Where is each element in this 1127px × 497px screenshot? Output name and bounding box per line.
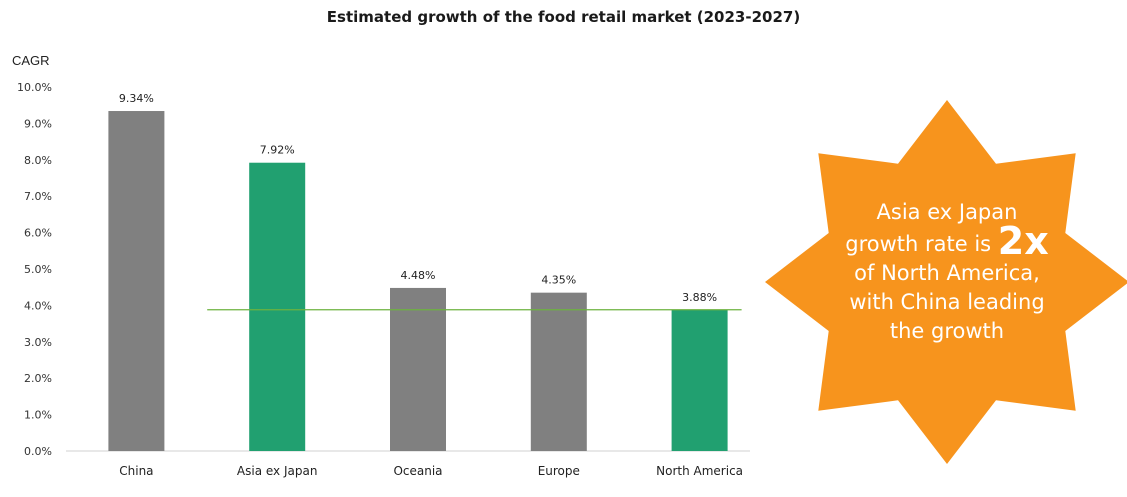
callout-line-3: of North America,	[854, 261, 1040, 285]
y-tick-label: 3.0%	[24, 336, 52, 349]
bar-chart: 0.0% 1.0% 2.0% 3.0% 4.0% 5.0% 6.0% 7.0% 8.0% 9.0%…	[17, 81, 750, 478]
callout-starburst: Asia ex Japan growth rate is 2x of North…	[762, 98, 1127, 466]
data-label: 9.34%	[119, 92, 154, 105]
bar	[530, 292, 587, 451]
y-tick-label: 10.0%	[17, 81, 52, 94]
callout-line-1: Asia ex Japan	[876, 200, 1018, 224]
data-label: 4.48%	[401, 269, 436, 282]
y-tick-label: 6.0%	[24, 227, 52, 240]
bar	[671, 309, 728, 451]
category-label: Europe	[538, 464, 580, 478]
starburst-shape	[765, 100, 1127, 464]
data-label: 4.35%	[541, 274, 576, 287]
category-labels: China Asia ex Japan Oceania Europe North Ame…	[119, 464, 743, 478]
y-tick-label: 8.0%	[24, 154, 52, 167]
y-axis-ticks: 0.0% 1.0% 2.0% 3.0% 4.0% 5.0% 6.0% 7.0% 8.0% 9.0%…	[17, 81, 52, 458]
callout-line-2-prefix: growth rate is	[845, 232, 992, 256]
y-tick-label: 5.0%	[24, 263, 52, 276]
bars	[108, 111, 728, 452]
callout-line-5: the growth	[889, 319, 1005, 343]
y-tick-label: 0.0%	[24, 445, 52, 458]
y-tick-label: 7.0%	[24, 190, 52, 203]
y-tick-label: 1.0%	[24, 409, 52, 422]
category-label: China	[119, 464, 153, 478]
callout-line-4: with China leading	[849, 290, 1045, 314]
bar	[108, 111, 165, 452]
y-tick-label: 4.0%	[24, 299, 52, 312]
data-label: 7.92%	[260, 144, 295, 157]
y-tick-label: 2.0%	[24, 372, 52, 385]
y-axis-label: CAGR	[12, 53, 50, 68]
callout-line-2: growth rate is 2x	[762, 222, 1127, 260]
data-label: 3.88%	[682, 291, 717, 304]
category-label: Asia ex Japan	[237, 464, 318, 478]
category-label: Oceania	[393, 464, 442, 478]
callout-text: Asia ex Japan growth rate is 2x of North…	[762, 198, 1127, 346]
chart-title: Estimated growth of the food retail mark…	[326, 8, 801, 26]
data-labels: 9.34% 7.92% 4.48% 4.35% 3.88%	[119, 92, 717, 304]
category-label: North America	[656, 464, 743, 478]
bar	[249, 162, 306, 451]
callout-multiplier: 2x	[997, 219, 1049, 263]
y-tick-label: 9.0%	[24, 117, 52, 130]
bar	[390, 287, 446, 451]
